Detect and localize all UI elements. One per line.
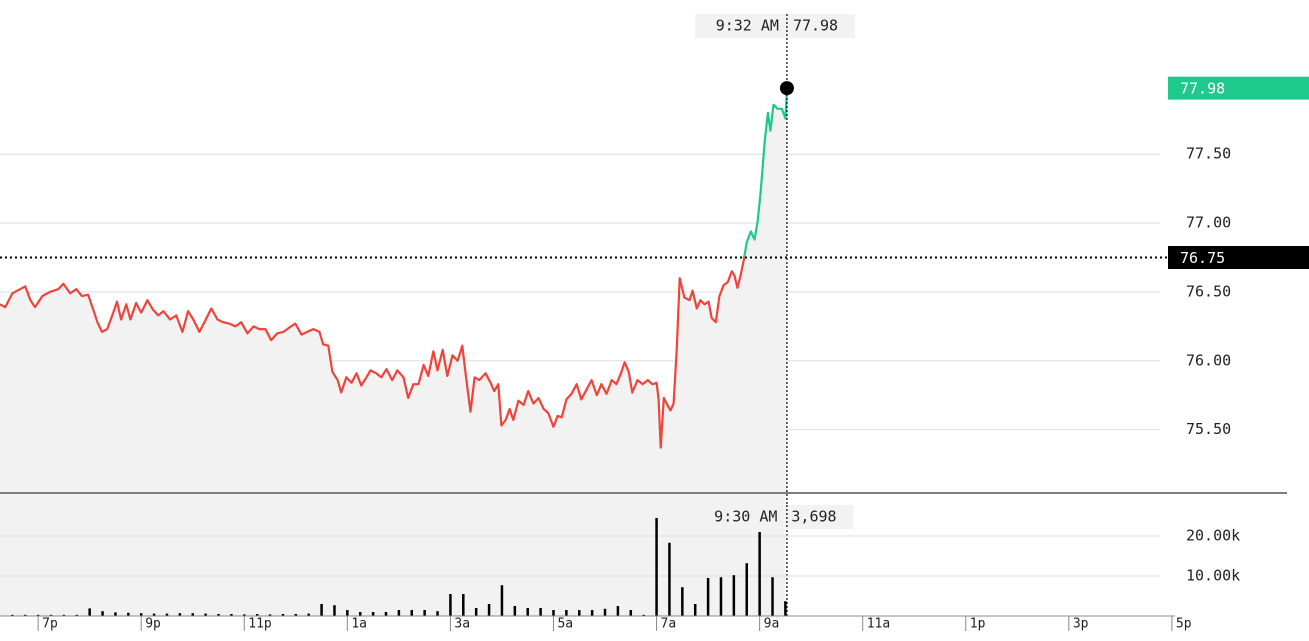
x-tick-label: 9a — [764, 617, 780, 632]
x-tick-label: 5p — [1176, 617, 1192, 632]
reference-tag — [1168, 246, 1309, 270]
volume-bar — [255, 614, 259, 616]
volume-bar — [358, 612, 362, 616]
volume-bar — [127, 612, 130, 616]
price-area — [0, 88, 787, 493]
y-tick-label: 77.00 — [1186, 214, 1231, 232]
volume-bar — [745, 563, 748, 616]
readout-value: 3,698 — [791, 508, 836, 526]
volume-bar — [75, 614, 79, 616]
volume-bar — [410, 610, 414, 616]
x-tick-label: 5a — [557, 617, 573, 632]
volume-bar — [384, 612, 388, 616]
volume-bar — [371, 612, 375, 616]
last-price-label: 77.98 — [1180, 80, 1225, 98]
volume-bar — [539, 608, 542, 616]
last-point — [779, 81, 794, 96]
volume-bar — [784, 601, 787, 616]
volume-bar — [243, 614, 246, 616]
volume-bar — [732, 575, 736, 616]
volume-bar — [552, 610, 555, 616]
x-tick-label: 3a — [454, 617, 470, 632]
volume-bar — [62, 614, 66, 616]
volume-bar — [36, 614, 40, 616]
volume-bar — [217, 614, 220, 616]
volume-bar — [230, 614, 233, 616]
x-tick-label: 7p — [42, 617, 58, 632]
volume-bar — [101, 611, 104, 616]
volume-bar — [268, 614, 272, 616]
volume-bar — [681, 587, 684, 616]
readout-box — [694, 14, 855, 38]
volume-bar — [397, 610, 401, 616]
volume-bar — [423, 610, 426, 616]
volume-bar — [114, 612, 117, 616]
y-tick-label: 20.00k — [1186, 527, 1240, 545]
last-price-tag — [1168, 76, 1309, 100]
x-tick-label: 1a — [351, 617, 367, 632]
volume-bar — [578, 610, 581, 616]
volume-bar — [513, 606, 517, 616]
volume-bar — [487, 604, 491, 616]
volume-bar — [449, 594, 452, 616]
volume-bar — [294, 614, 298, 616]
y-tick-label: 76.50 — [1186, 282, 1231, 300]
x-tick-label: 7a — [661, 617, 677, 632]
readout-time: 9:30 AM — [714, 508, 777, 526]
volume-bar — [668, 542, 671, 616]
y-tick-label: 77.50 — [1186, 145, 1231, 163]
x-tick-label: 3p — [1073, 617, 1089, 632]
reference-label: 76.75 — [1180, 249, 1225, 267]
volume-bar — [11, 614, 14, 616]
volume-bar — [590, 610, 594, 616]
volume-bar — [24, 614, 27, 616]
volume-bar — [165, 613, 169, 616]
volume-bar — [565, 610, 568, 616]
volume-bar — [346, 610, 349, 616]
volume-bar — [88, 608, 91, 616]
volume-bar — [436, 611, 439, 616]
x-tick-label: 11p — [248, 617, 272, 632]
volume-bar — [500, 585, 504, 616]
volume-bar — [462, 594, 465, 616]
volume-bar — [152, 613, 156, 616]
volume-shade — [0, 493, 786, 616]
volume-bar — [320, 604, 323, 616]
volume-bar — [204, 613, 207, 616]
volume-bar — [603, 608, 607, 616]
volume-bar — [616, 606, 620, 616]
volume-bar — [693, 604, 697, 616]
volume-bar — [281, 614, 285, 616]
y-tick-label: 76.00 — [1186, 351, 1231, 369]
volume-bar — [191, 613, 194, 616]
volume-bar — [758, 532, 761, 616]
volume-bar — [139, 613, 143, 616]
y-tick-label: 10.00k — [1186, 567, 1240, 585]
volume-bar — [771, 577, 774, 616]
x-tick-label: 1p — [970, 617, 986, 632]
volume-bar — [629, 610, 633, 616]
readout-time: 9:32 AM — [716, 17, 779, 35]
y-tick-label: 75.50 — [1186, 420, 1231, 438]
x-tick-label: 9p — [145, 617, 161, 632]
volume-bar — [719, 577, 723, 616]
volume-bar — [526, 608, 529, 616]
price-line-below — [0, 257, 746, 449]
volume-bar — [642, 614, 645, 616]
volume-bar — [706, 578, 710, 616]
volume-bar — [307, 613, 310, 616]
readout-box — [693, 505, 854, 529]
x-tick-label: 11a — [867, 617, 890, 632]
volume-bar — [655, 518, 658, 616]
volume-bar — [333, 605, 336, 616]
volume-bar — [49, 614, 53, 616]
volume-bar — [474, 608, 478, 616]
volume-bar — [178, 613, 182, 616]
readout-value: 77.98 — [793, 17, 838, 35]
